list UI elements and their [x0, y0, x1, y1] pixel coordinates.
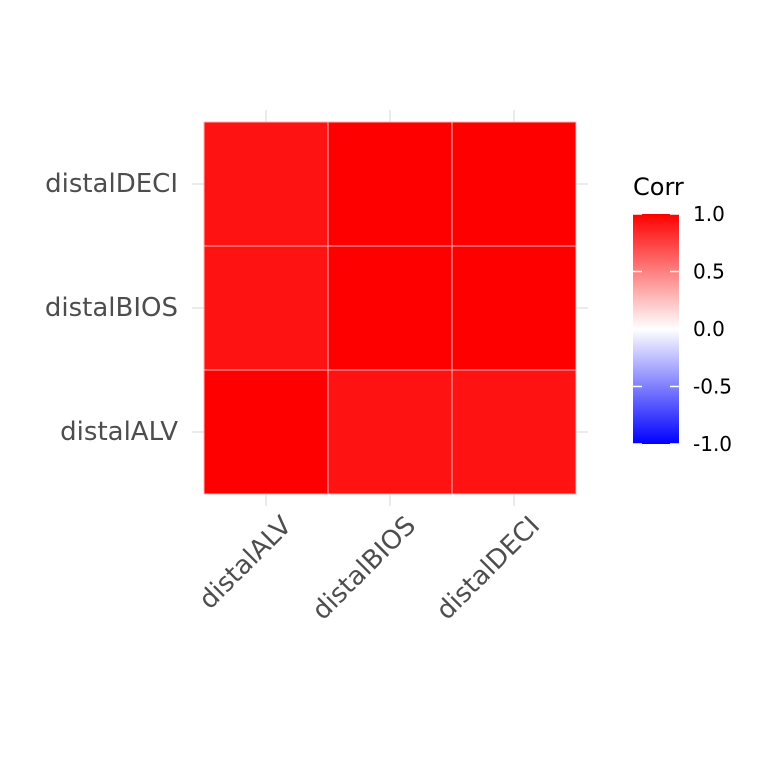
y-tick-label: distalDECI [45, 169, 178, 199]
heatmap-cell-distalDECI-distalALV [451, 369, 577, 495]
legend-tick-label: -1.0 [693, 432, 732, 456]
x-axis: distalALV distalBIOS distalDECI [193, 511, 546, 626]
x-tick-label: distalBIOS [307, 511, 422, 626]
legend-tick-label: 0.0 [693, 317, 725, 341]
heatmap-cells [203, 121, 577, 495]
y-axis: distalALV distalBIOS distalDECI [45, 169, 178, 447]
heatmap-cell-distalBIOS-distalDECI [327, 121, 453, 247]
x-tick-label: distalALV [193, 511, 298, 616]
heatmap-cell-distalALV-distalBIOS [203, 245, 329, 371]
legend-title: Corr [633, 173, 684, 201]
y-tick-label: distalALV [60, 417, 178, 447]
legend-tick-label: 0.5 [693, 260, 725, 284]
y-tick-label: distalBIOS [45, 293, 178, 323]
x-tick-label: distalDECI [431, 511, 546, 626]
heatmap-cell-distalDECI-distalDECI [451, 121, 577, 247]
heatmap-cell-distalALV-distalDECI [203, 121, 329, 247]
legend: Corr 1.0 0.5 0.0 -0.5 -1.0 [633, 173, 732, 456]
heatmap-cell-distalALV-distalALV [203, 369, 329, 495]
heatmap-cell-distalBIOS-distalALV [327, 369, 453, 495]
heatmap-cell-distalDECI-distalBIOS [451, 245, 577, 371]
legend-tick-label: -0.5 [693, 375, 732, 399]
heatmap-cell-distalBIOS-distalBIOS [327, 245, 453, 371]
legend-tick-label: 1.0 [693, 202, 725, 226]
